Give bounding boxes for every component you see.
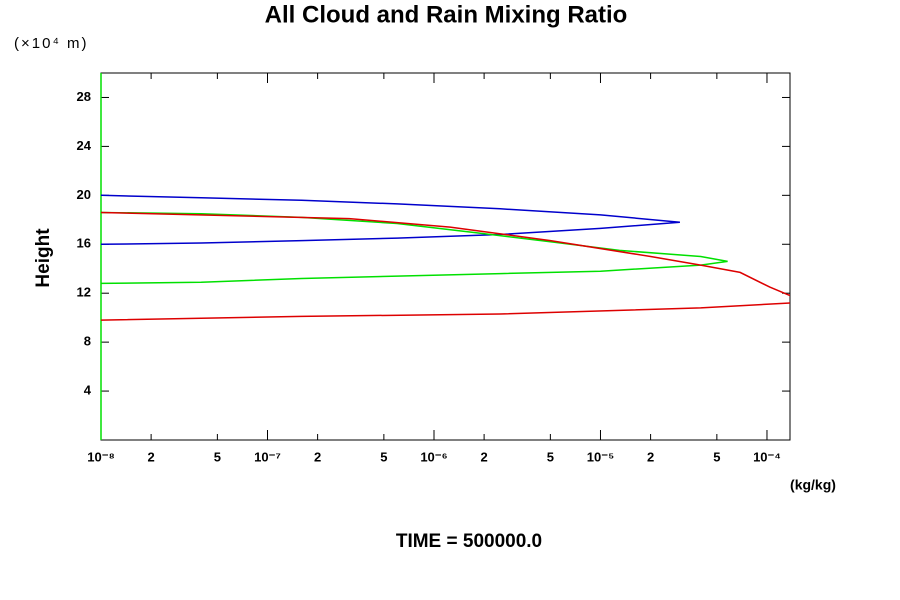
x-unit: (kg/kg) [790, 477, 836, 493]
x-tick-label: 10⁻⁵ [587, 449, 614, 464]
y-tick-label: 4 [84, 383, 92, 398]
y-tick-label: 28 [77, 89, 91, 104]
x-tick-label: 2 [148, 449, 155, 464]
footer: TIME = 500000.0 [396, 531, 542, 552]
x-tick-label: 10⁻⁶ [420, 449, 447, 464]
y-tick-label: 12 [77, 285, 91, 300]
x-tick-label: 5 [713, 449, 720, 464]
series-line [101, 194, 680, 246]
x-tick-label: 10⁻⁸ [87, 449, 114, 464]
y-axis-label: Height [33, 228, 54, 288]
plot-frame [100, 72, 791, 441]
x-tick-label: 5 [380, 449, 387, 464]
y-unit: (×10⁴ m) [14, 35, 89, 52]
x-tick-label: 5 [547, 449, 554, 464]
y-tick-label: 8 [84, 334, 91, 349]
series-line [101, 211, 728, 285]
y-tick-label: 24 [77, 138, 92, 153]
series-line [101, 211, 790, 321]
y-tick-label: 20 [77, 187, 91, 202]
plot-lines [101, 194, 790, 321]
x-tick-label: 10⁻⁴ [753, 449, 781, 464]
chart-title: All Cloud and Rain Mixing Ratio [265, 1, 628, 28]
x-tick-label: 2 [647, 449, 654, 464]
x-tick-label: 5 [214, 449, 221, 464]
y-tick-label: 16 [77, 236, 91, 251]
x-tick-label: 10⁻⁷ [254, 449, 281, 464]
x-tick-label: 2 [480, 449, 487, 464]
x-tick-label: 2 [314, 449, 321, 464]
